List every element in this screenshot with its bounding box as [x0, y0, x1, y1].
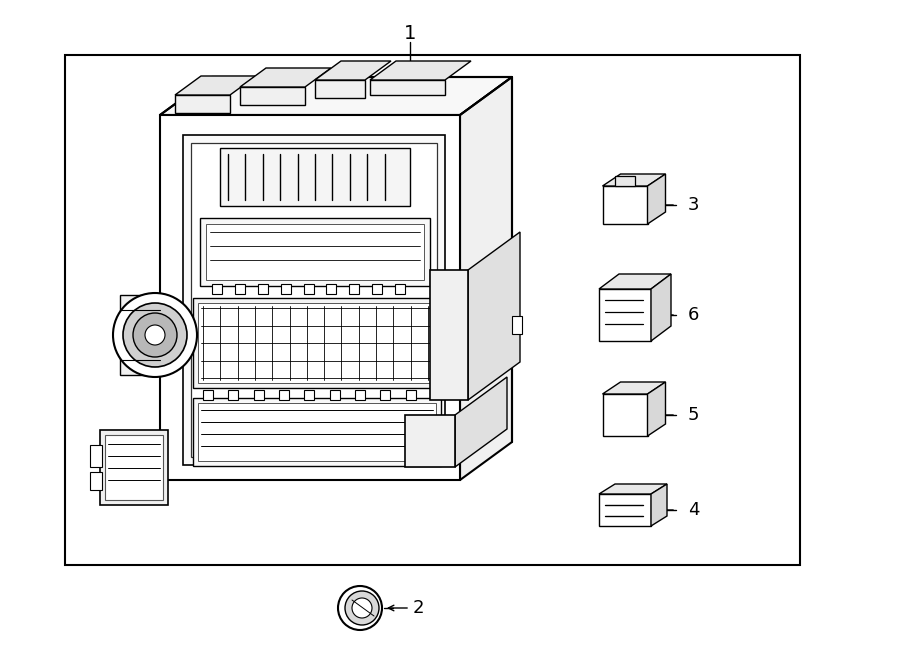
- Polygon shape: [160, 115, 460, 480]
- Bar: [405, 415, 455, 467]
- Bar: [212, 284, 222, 294]
- Polygon shape: [370, 80, 445, 95]
- Polygon shape: [175, 76, 256, 95]
- Bar: [203, 390, 213, 400]
- Bar: [235, 284, 245, 294]
- Polygon shape: [191, 143, 437, 457]
- Polygon shape: [240, 68, 331, 87]
- Bar: [303, 284, 313, 294]
- Bar: [281, 284, 291, 294]
- Circle shape: [113, 293, 197, 377]
- Bar: [220, 148, 410, 206]
- Bar: [198, 403, 436, 461]
- Bar: [229, 390, 238, 400]
- Polygon shape: [468, 232, 520, 400]
- Bar: [193, 398, 441, 466]
- Bar: [327, 284, 337, 294]
- Bar: [193, 298, 438, 388]
- Polygon shape: [599, 289, 651, 341]
- Bar: [304, 390, 314, 400]
- Polygon shape: [240, 87, 305, 105]
- Bar: [279, 390, 289, 400]
- Bar: [90, 445, 102, 467]
- Polygon shape: [647, 382, 665, 436]
- Bar: [206, 224, 424, 280]
- Polygon shape: [651, 484, 667, 526]
- Bar: [512, 316, 522, 334]
- Ellipse shape: [352, 598, 372, 618]
- Polygon shape: [602, 382, 665, 394]
- Bar: [381, 390, 391, 400]
- Polygon shape: [599, 494, 651, 526]
- Bar: [355, 390, 365, 400]
- Bar: [406, 390, 416, 400]
- Polygon shape: [599, 484, 667, 494]
- Bar: [257, 284, 268, 294]
- Polygon shape: [602, 186, 647, 224]
- Polygon shape: [647, 174, 665, 224]
- Polygon shape: [651, 274, 671, 341]
- Bar: [100, 430, 168, 505]
- Bar: [198, 303, 433, 383]
- Ellipse shape: [338, 586, 382, 630]
- Bar: [254, 390, 264, 400]
- Polygon shape: [183, 135, 445, 465]
- Bar: [373, 284, 382, 294]
- Polygon shape: [175, 95, 230, 113]
- Polygon shape: [615, 176, 635, 186]
- Polygon shape: [460, 77, 512, 480]
- Text: 3: 3: [688, 196, 699, 214]
- Bar: [200, 218, 430, 286]
- Circle shape: [123, 303, 187, 367]
- Bar: [105, 435, 163, 500]
- Bar: [349, 284, 359, 294]
- Text: 5: 5: [688, 406, 699, 424]
- Ellipse shape: [345, 591, 379, 625]
- Polygon shape: [315, 80, 365, 98]
- Polygon shape: [602, 174, 665, 186]
- Circle shape: [133, 313, 177, 357]
- Bar: [120, 295, 160, 375]
- Polygon shape: [602, 394, 647, 436]
- Bar: [395, 284, 405, 294]
- Bar: [90, 472, 102, 490]
- Polygon shape: [455, 377, 507, 467]
- Polygon shape: [599, 274, 671, 289]
- Bar: [430, 270, 468, 400]
- Polygon shape: [315, 61, 391, 80]
- Circle shape: [145, 325, 165, 345]
- Text: 1: 1: [404, 23, 416, 42]
- Text: 4: 4: [688, 501, 699, 519]
- Text: 6: 6: [688, 306, 699, 324]
- Bar: [65, 55, 800, 565]
- Polygon shape: [160, 77, 512, 115]
- Text: 2: 2: [413, 599, 425, 617]
- Polygon shape: [370, 61, 471, 80]
- Bar: [329, 390, 339, 400]
